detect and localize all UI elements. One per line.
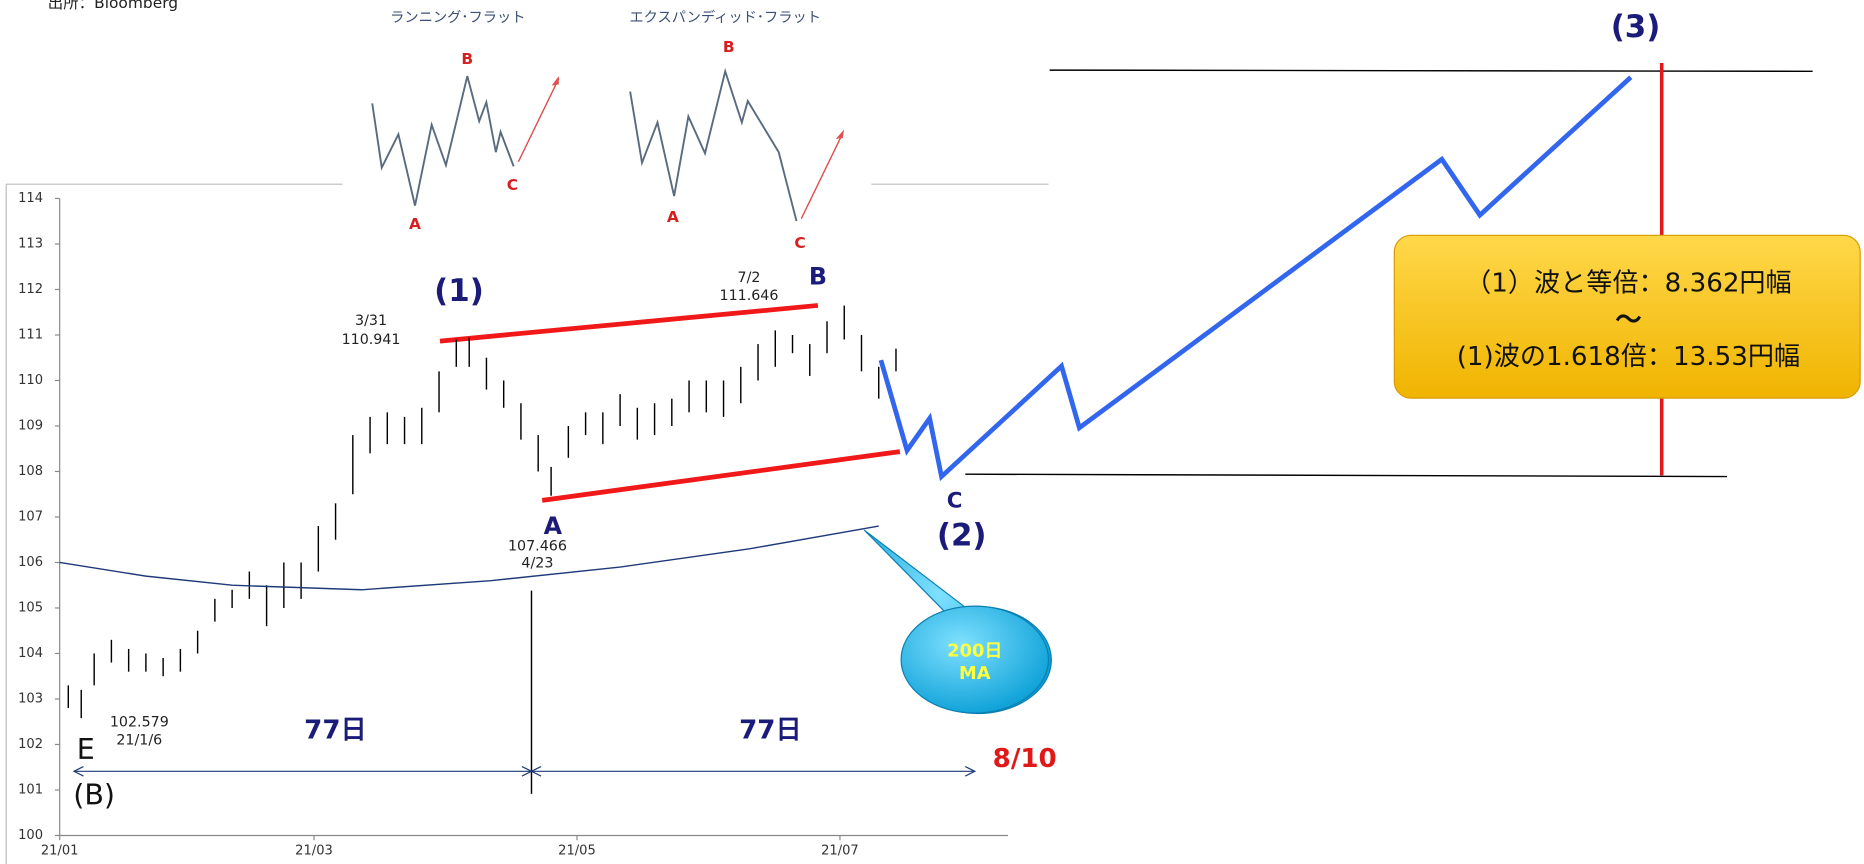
y-tick-label: 113 (18, 236, 43, 251)
x-tick-label: 21/07 (821, 843, 859, 858)
annotation: 111.646 (720, 288, 779, 304)
annotation: E (77, 733, 95, 766)
channel-line (541, 449, 901, 503)
annotation: 110.941 (342, 332, 401, 348)
inset-label: A (667, 208, 679, 226)
inset-label: C (794, 234, 805, 252)
inset-label: B (723, 38, 735, 56)
inset-label: A (409, 215, 421, 233)
y-tick-label: 100 (18, 828, 43, 843)
callout-box (1393, 234, 1861, 399)
ma-bubble (900, 605, 1050, 714)
x-tick-label: 21/03 (295, 843, 333, 858)
annotation: (1) (434, 273, 484, 309)
y-tick-label: 112 (18, 282, 43, 297)
inset-label: B (461, 50, 473, 68)
annotation: 107.466 (508, 539, 567, 555)
annotation: MA (959, 663, 991, 684)
y-tick-label: 106 (18, 555, 43, 570)
annotation: C (947, 489, 963, 514)
annotation: ～ (1615, 305, 1641, 335)
y-tick-label: 101 (18, 782, 43, 797)
y-tick-label: 105 (18, 600, 43, 615)
annotation: 21/1/6 (116, 732, 162, 748)
annotation: 102.579 (110, 715, 169, 731)
inset-title: エクスパンディッド･フラット (629, 8, 821, 26)
annotation: 出所：Bloomberg (48, 0, 178, 12)
frame (5, 183, 1049, 864)
y-tick-label: 103 (18, 691, 43, 706)
inset-title: ランニング･フラット (390, 9, 525, 26)
inset-expanded-flat (629, 67, 845, 222)
annotation: (1)波の1.618倍：13.53円幅 (1457, 342, 1800, 372)
y-tick-label: 109 (18, 418, 43, 433)
annotation: B (809, 263, 827, 291)
y-tick-label: 108 (18, 464, 43, 479)
annotation: 4/23 (521, 555, 553, 571)
x-tick-label: 21/01 (41, 843, 79, 858)
inset-label: C (507, 176, 518, 194)
y-tick-label: 110 (18, 373, 43, 388)
annotation: (B) (73, 778, 115, 811)
annotation: 200日 (947, 640, 1002, 661)
annotation: (2) (937, 518, 987, 554)
y-tick-label: 107 (18, 509, 43, 524)
annotation: (3) (1611, 9, 1661, 45)
target-line (965, 473, 1728, 478)
channel-line (439, 303, 819, 344)
x-tick-label: 21/05 (558, 843, 596, 858)
annotation: （1）波と等倍：8.362円幅 (1465, 269, 1792, 299)
span-arrows (72, 766, 977, 777)
target-line (1049, 69, 1813, 73)
y-tick-label: 104 (18, 646, 43, 661)
projection (878, 75, 1633, 482)
annotation: 3/31 (355, 313, 387, 329)
annotation: A (544, 512, 563, 540)
moving-average (59, 525, 879, 591)
y-tick-label: 111 (18, 327, 43, 342)
y-tick-label: 102 (18, 737, 43, 752)
y-tick-label: 114 (18, 191, 43, 206)
annotation: 8/10 (993, 744, 1057, 774)
annotation: 77日 (304, 715, 366, 745)
annotation: 77日 (739, 715, 801, 745)
inset-running-flat (371, 75, 560, 206)
annotation: 7/2 (738, 270, 761, 286)
